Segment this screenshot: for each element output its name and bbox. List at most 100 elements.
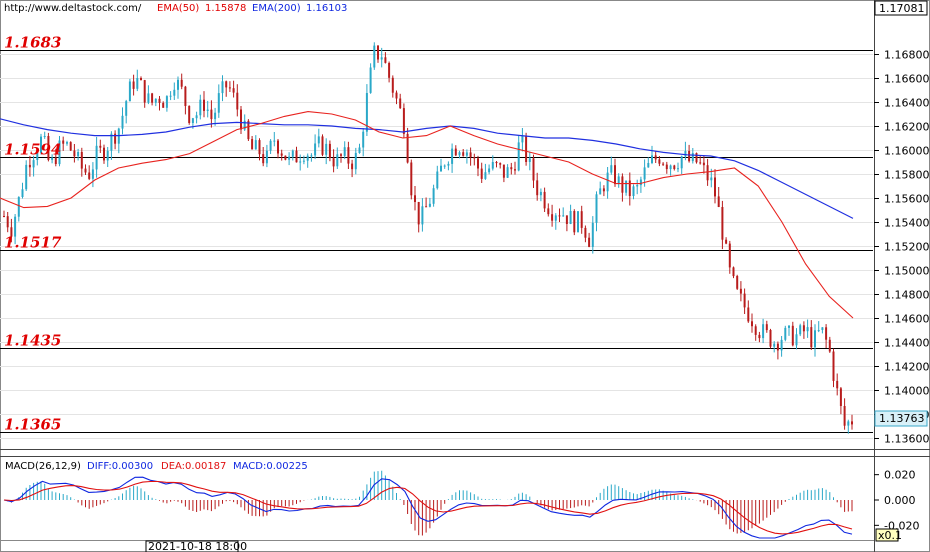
candle-body: [143, 80, 146, 103]
candle-body: [562, 215, 565, 217]
candle-body: [243, 120, 246, 130]
level-label: 1.1683: [4, 34, 61, 52]
candle-body: [447, 163, 450, 166]
candle-body: [195, 115, 198, 119]
candle-body: [365, 93, 368, 132]
price-tick-label: 1.15000: [884, 265, 930, 278]
candle-body: [84, 168, 87, 173]
candle-body: [565, 215, 568, 224]
candle-body: [417, 202, 420, 225]
candle-body: [695, 153, 698, 163]
price-tick-label: 1.16000: [884, 145, 930, 158]
candle-body: [225, 81, 228, 88]
candle-body: [69, 142, 72, 151]
candle-body: [414, 195, 416, 202]
candle-body: [677, 168, 679, 170]
candle-body: [314, 143, 317, 156]
level-label: 1.1594: [4, 141, 61, 159]
candle-body: [377, 45, 379, 60]
candle-body: [99, 145, 102, 148]
candle-body: [354, 152, 357, 170]
candle-body: [732, 267, 735, 277]
candle-body: [302, 160, 305, 162]
macd-scale: x0.1: [878, 529, 902, 542]
candle-body: [332, 158, 335, 167]
candle-body: [269, 140, 272, 151]
price-tick-label: 1.16600: [884, 73, 930, 86]
candle-body: [140, 78, 142, 81]
macd-tick-label: 0.000: [884, 494, 916, 507]
candle-body: [325, 143, 328, 155]
candle-body: [184, 86, 187, 106]
candle-body: [262, 154, 265, 164]
macd-title: MACD(26,12,9): [5, 461, 81, 472]
candle-body: [591, 222, 594, 247]
price-tick-label: 1.15200: [884, 241, 930, 254]
price-tick-label: 1.15800: [884, 169, 930, 182]
candle-body: [673, 165, 676, 169]
candle-body: [488, 168, 491, 173]
ema50-value: 1.15878: [205, 3, 247, 14]
candle-body: [206, 109, 209, 111]
candle-body: [121, 115, 124, 129]
candle-body: [514, 169, 516, 171]
candle-body: [506, 167, 509, 178]
source-url: http://www.deltastock.com/: [4, 3, 142, 14]
candle-body: [684, 151, 687, 157]
candle-body: [780, 339, 783, 351]
candle-body: [836, 380, 839, 389]
candle-body: [725, 239, 728, 244]
candle-body: [751, 321, 753, 327]
scale-box: [875, 528, 899, 542]
candle-body: [799, 325, 802, 335]
candle-body: [484, 172, 487, 179]
candle-body: [203, 99, 205, 111]
candle-body: [280, 153, 283, 156]
candle-body: [217, 93, 220, 113]
candle-body: [721, 207, 724, 240]
candle-body: [584, 227, 587, 238]
candle-body: [310, 155, 313, 157]
candle-body: [77, 152, 80, 157]
macd-value: MACD:0.00225: [233, 461, 308, 472]
candle-body: [43, 136, 46, 137]
candle-body: [728, 243, 731, 268]
candle-body: [847, 421, 850, 426]
macd-dea-line: [3, 480, 853, 535]
candle-body: [528, 158, 531, 162]
candle-body: [539, 191, 542, 196]
candle-body: [273, 140, 276, 142]
price-tick-label: 1.14600: [884, 313, 930, 326]
candle-body: [317, 136, 320, 144]
candle-body: [765, 324, 768, 331]
candle-body: [128, 81, 131, 102]
price-tick-label: 1.14800: [884, 289, 930, 302]
ema200-value: 1.16103: [306, 3, 348, 14]
candle-body: [125, 101, 128, 116]
current-price-box: [874, 410, 928, 427]
candle-body: [654, 155, 657, 160]
candle-body: [336, 154, 339, 167]
candle-body: [462, 152, 465, 156]
candle-body: [214, 112, 217, 120]
candle-body: [384, 57, 387, 63]
candle-body: [525, 135, 528, 162]
candle-body: [3, 216, 5, 217]
candle-body: [454, 148, 457, 156]
macd-diff-line: [3, 476, 853, 539]
candle-body: [658, 159, 661, 164]
candle-body: [395, 92, 398, 99]
candle-body: [369, 67, 372, 93]
candle-body: [228, 87, 231, 89]
candle-body: [754, 326, 757, 335]
candle-body: [221, 81, 224, 94]
candle-body: [351, 163, 354, 170]
candle-body: [232, 88, 235, 93]
candle-body: [517, 142, 520, 171]
candle-body: [795, 334, 798, 346]
top-price: 1.17081: [879, 2, 925, 15]
candle-body: [251, 139, 254, 150]
candle-body: [825, 327, 828, 340]
